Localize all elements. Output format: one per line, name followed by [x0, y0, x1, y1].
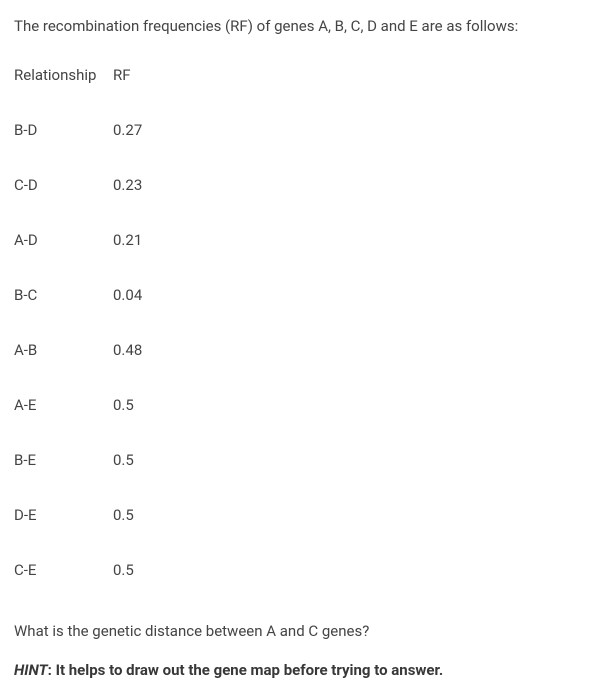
hint-text: HINT: It helps to draw out the gene map …	[14, 660, 599, 681]
cell-relationship: C-D	[14, 175, 113, 230]
cell-relationship: B-D	[14, 120, 113, 175]
cell-rf: 0.5	[113, 450, 142, 505]
cell-relationship: D-E	[14, 505, 113, 560]
header-relationship: Relationship	[14, 65, 113, 120]
question-text: What is the genetic distance between A a…	[14, 621, 599, 642]
table-row: B-D 0.27	[14, 120, 142, 175]
cell-rf: 0.21	[113, 230, 142, 285]
table-row: A-E 0.5	[14, 395, 142, 450]
table-row: A-D 0.21	[14, 230, 142, 285]
header-rf: RF	[113, 65, 142, 120]
cell-rf: 0.23	[113, 175, 142, 230]
cell-rf: 0.04	[113, 285, 142, 340]
cell-rf: 0.5	[113, 395, 142, 450]
cell-relationship: A-B	[14, 340, 113, 395]
cell-relationship: B-E	[14, 450, 113, 505]
cell-rf: 0.27	[113, 120, 142, 175]
hint-separator: :	[48, 661, 56, 679]
cell-rf: 0.5	[113, 560, 142, 581]
table-row: A-B 0.48	[14, 340, 142, 395]
hint-body: It helps to draw out the gene map before…	[56, 661, 444, 679]
cell-relationship: B-C	[14, 285, 113, 340]
cell-relationship: A-E	[14, 395, 113, 450]
hint-label: HINT	[14, 661, 48, 679]
table-row: B-E 0.5	[14, 450, 142, 505]
cell-rf: 0.48	[113, 340, 142, 395]
cell-relationship: C-E	[14, 560, 113, 581]
intro-text: The recombination frequencies (RF) of ge…	[14, 16, 599, 37]
table-row: B-C 0.04	[14, 285, 142, 340]
table-row: D-E 0.5	[14, 505, 142, 560]
table-row: C-E 0.5	[14, 560, 142, 581]
rf-table: Relationship RF B-D 0.27 C-D 0.23 A-D 0.…	[14, 65, 142, 581]
table-row: C-D 0.23	[14, 175, 142, 230]
table-header-row: Relationship RF	[14, 65, 142, 120]
cell-rf: 0.5	[113, 505, 142, 560]
cell-relationship: A-D	[14, 230, 113, 285]
